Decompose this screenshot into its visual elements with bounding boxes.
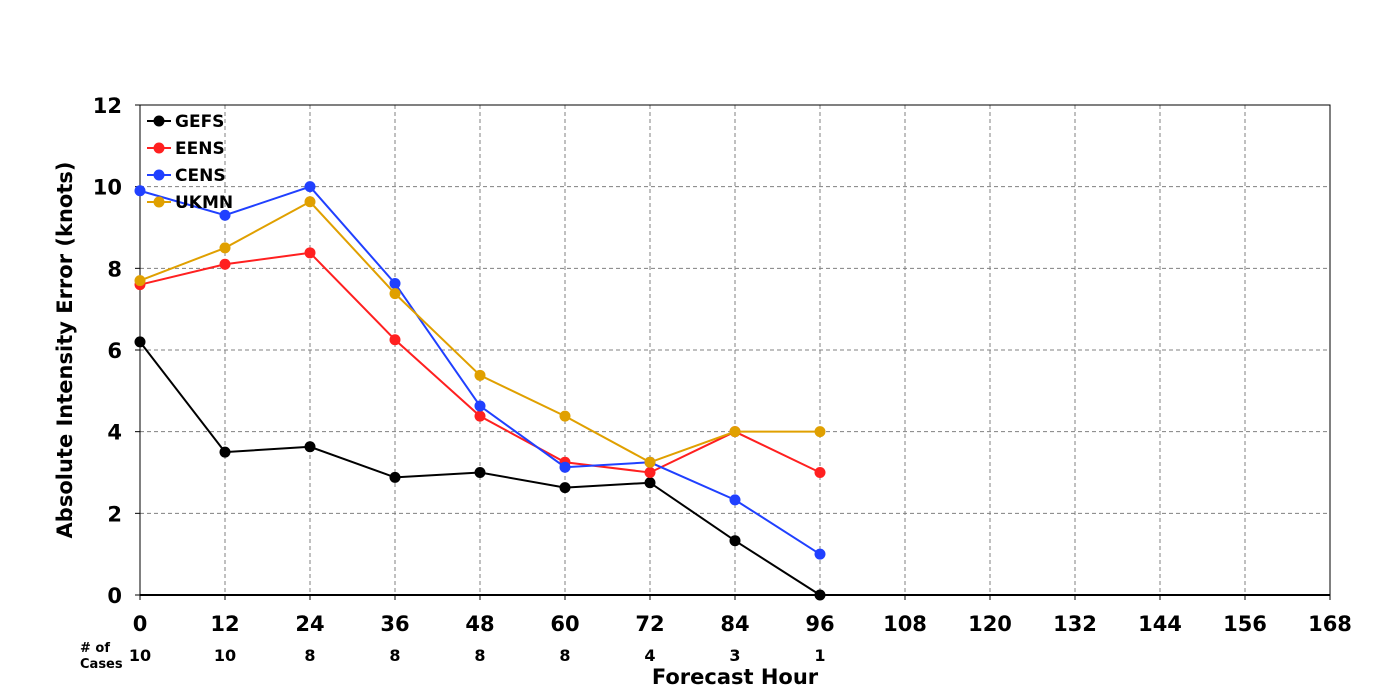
legend-label: GEFS (175, 112, 224, 132)
x-axis-ticks: 0 12 24 36 48 60 72 84 96 108 120 132 144 156 168 (133, 595, 1352, 636)
case-count: 10 (214, 646, 236, 665)
data-point (559, 461, 571, 473)
data-point (389, 288, 401, 300)
legend-swatch-marker (153, 115, 165, 127)
case-count: 4 (644, 646, 655, 665)
data-point (134, 185, 146, 197)
series-ukmn (134, 196, 826, 468)
case-count: 8 (389, 646, 400, 665)
y-tick-label: 4 (107, 421, 122, 445)
legend-label: CENS (175, 166, 226, 186)
y-tick-label: 10 (93, 176, 122, 200)
x-tick-label: 72 (635, 612, 664, 636)
data-point (134, 275, 146, 287)
case-count: 8 (559, 646, 570, 665)
data-point (729, 535, 741, 547)
data-point (474, 400, 486, 412)
data-point (559, 482, 571, 494)
cases-label-line2: Cases (80, 657, 123, 672)
legend-swatch-marker (153, 142, 165, 154)
legend-item: GEFS (147, 112, 224, 132)
x-tick-label: 36 (380, 612, 409, 636)
legend-swatch-marker (153, 169, 165, 181)
legend-label: UKMN (175, 193, 233, 213)
series-cens (134, 181, 826, 560)
data-point (219, 446, 231, 458)
x-tick-label: 48 (465, 612, 494, 636)
y-tick-label: 8 (107, 257, 122, 281)
data-point (814, 548, 826, 560)
y-tick-label: 2 (107, 502, 122, 526)
x-tick-label: 60 (550, 612, 579, 636)
data-point (644, 467, 656, 478)
x-tick-label: 0 (133, 612, 148, 636)
data-point (304, 181, 316, 193)
data-point (304, 441, 316, 453)
case-count: 1 (814, 646, 825, 665)
legend-item: EENS (147, 139, 225, 159)
data-point (304, 247, 316, 259)
grid-lines (140, 105, 1330, 596)
data-point (474, 467, 486, 478)
case-count: 8 (304, 646, 315, 665)
x-tick-label: 84 (720, 612, 749, 636)
series-lines (134, 181, 826, 601)
data-point (644, 477, 656, 489)
x-tick-label: 24 (295, 612, 324, 636)
data-point (559, 410, 571, 422)
data-point (644, 456, 656, 468)
y-axis-ticks: 0 2 4 6 8 10 12 (93, 94, 140, 608)
cases-label-line1: # of (80, 641, 110, 656)
data-point (729, 494, 741, 506)
data-point (474, 410, 486, 422)
data-point (219, 258, 231, 270)
series-eens (134, 247, 826, 478)
case-count: 3 (729, 646, 740, 665)
cases-row: # of Cases 10 10 8 8 8 8 4 3 1 (80, 641, 826, 672)
data-point (814, 589, 826, 601)
legend-label: EENS (175, 139, 225, 159)
x-tick-label: 96 (805, 612, 834, 636)
case-count: 8 (474, 646, 485, 665)
legend: GEFS EENS CENS UKMN (147, 112, 233, 213)
x-tick-label: 12 (210, 612, 239, 636)
x-tick-label: 156 (1223, 612, 1267, 636)
data-point (389, 334, 401, 346)
data-point (389, 471, 401, 483)
legend-item: CENS (147, 166, 226, 186)
data-point (134, 336, 146, 348)
series-gefs (134, 336, 826, 601)
y-tick-label: 6 (107, 339, 122, 363)
series-line (139, 251, 821, 474)
x-tick-label: 144 (1138, 612, 1182, 636)
data-point (814, 426, 826, 438)
x-tick-label: 120 (968, 612, 1012, 636)
data-point (474, 369, 486, 381)
y-axis-title: Absolute Intensity Error (knots) (53, 162, 77, 539)
case-count: 10 (129, 646, 151, 665)
x-tick-label: 168 (1308, 612, 1352, 636)
x-axis-title: Forecast Hour (652, 665, 819, 689)
data-point (389, 277, 401, 289)
data-point (304, 196, 316, 208)
data-point (814, 467, 826, 478)
y-tick-label: 12 (93, 94, 122, 118)
legend-item: UKMN (147, 193, 233, 213)
legend-swatch-marker (153, 196, 165, 208)
data-point (219, 209, 231, 221)
x-tick-label: 132 (1053, 612, 1097, 636)
y-tick-label: 0 (107, 584, 122, 608)
x-tick-label: 108 (883, 612, 927, 636)
data-point (729, 426, 741, 438)
data-point (219, 242, 231, 254)
